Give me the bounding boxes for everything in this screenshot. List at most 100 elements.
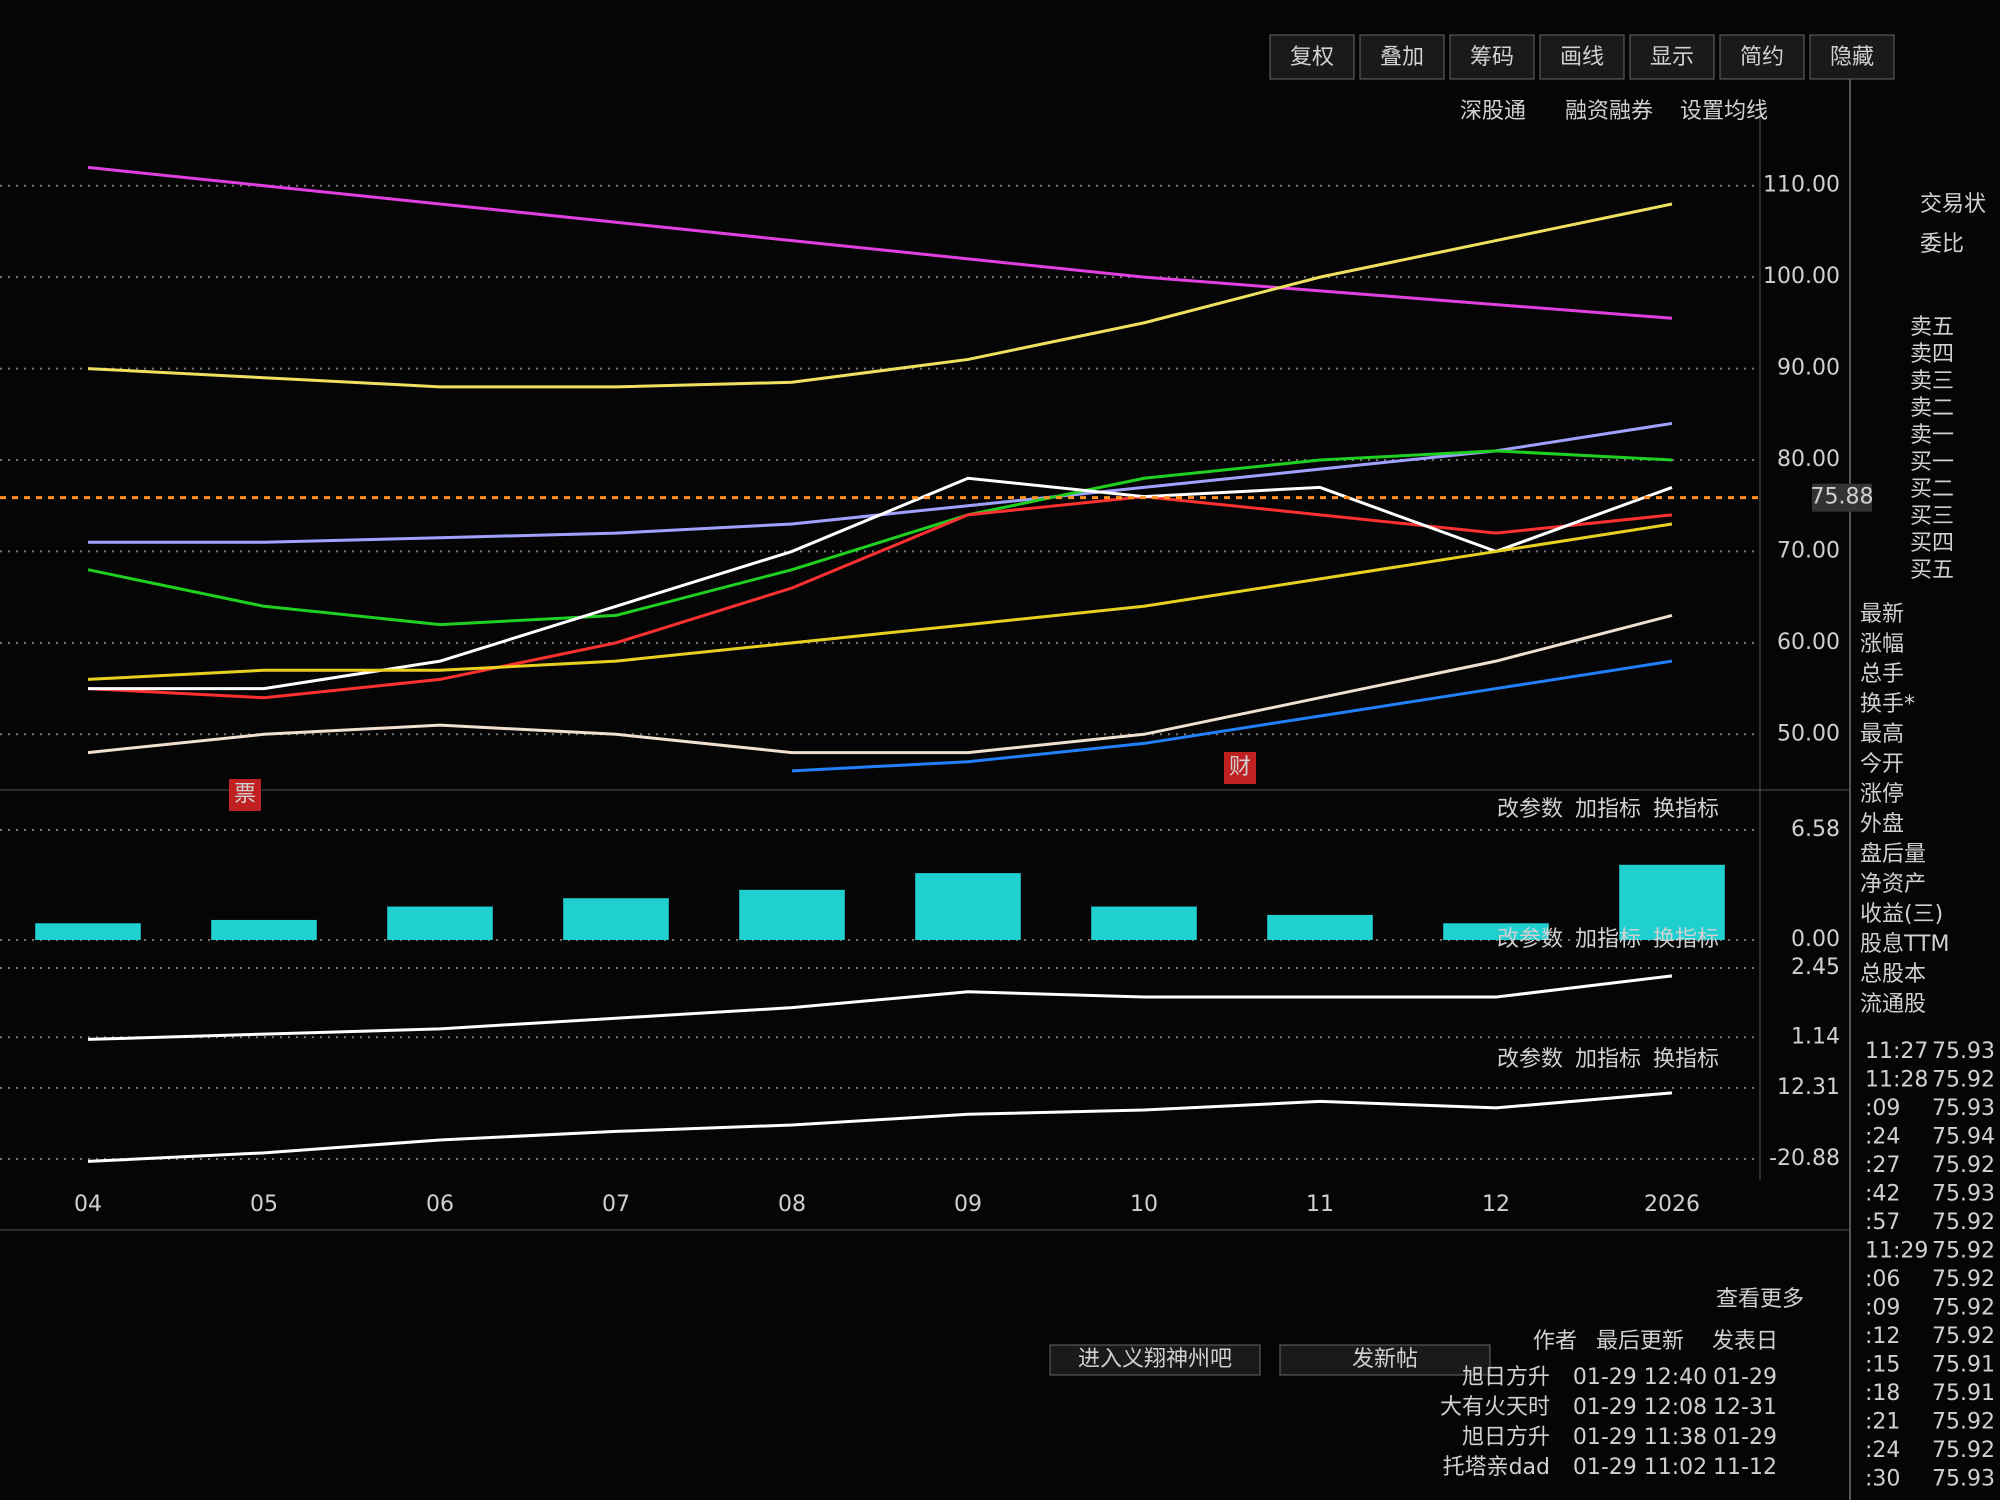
y-tick-label: 70.00: [1777, 538, 1840, 563]
ma-line: [87, 202, 1673, 389]
trade-price: 75.92: [1932, 1267, 1995, 1292]
forum-cell[interactable]: 旭日方升: [1462, 1365, 1550, 1390]
stat-label: 涨幅: [1860, 632, 1904, 657]
toolbar-label: 简约: [1740, 45, 1784, 70]
toolbar-button[interactable]: [1539, 34, 1625, 80]
indicator-button[interactable]: 改参数: [1497, 1047, 1563, 1072]
stat-label: 今开: [1860, 752, 1904, 777]
forum-cell[interactable]: 托塔亲dad: [1443, 1455, 1550, 1480]
x-tick-label: 10: [1130, 1192, 1158, 1217]
trade-price: 75.92: [1932, 1210, 1995, 1235]
indicator-line: [87, 1091, 1673, 1163]
order-level: 买一: [1910, 450, 1954, 475]
y-tick-label: -20.88: [1769, 1146, 1840, 1171]
toolbar-button[interactable]: [1719, 34, 1805, 80]
order-level: 买四: [1910, 531, 1954, 556]
bar: [563, 898, 669, 940]
indicator-line: [87, 974, 1673, 1041]
trade-time: :12: [1865, 1324, 1900, 1349]
forum-header: 最后更新: [1596, 1329, 1684, 1354]
trade-time: 11:29: [1865, 1239, 1928, 1264]
event-badge: [229, 779, 261, 811]
quote-header: 委比: [1920, 232, 1964, 257]
toolbar-button[interactable]: [1449, 34, 1535, 80]
bar: [211, 919, 317, 940]
trade-price: 75.92: [1932, 1068, 1995, 1093]
indicator-button[interactable]: 换指标: [1653, 797, 1719, 822]
trade-price: 75.92: [1932, 1324, 1995, 1349]
toolbar-label: 筹码: [1470, 45, 1514, 70]
indicator-button[interactable]: 改参数: [1497, 927, 1563, 952]
ma-line: [791, 659, 1673, 773]
order-level: 卖五: [1910, 315, 1954, 340]
forum-cell: 01-29 12:08: [1573, 1395, 1707, 1420]
forum-button-label: 进入义翔神州吧: [1078, 1347, 1232, 1372]
trade-time: :57: [1865, 1210, 1900, 1235]
order-level: 卖三: [1910, 369, 1954, 394]
forum-cell[interactable]: 大有火天时: [1440, 1395, 1550, 1420]
ma-line: [88, 476, 1673, 691]
indicator-button[interactable]: 加指标: [1575, 797, 1641, 822]
y-tick-label: 110.00: [1763, 173, 1840, 198]
forum-header: 发表日: [1712, 1329, 1778, 1354]
bar: [35, 923, 141, 940]
trade-price: 75.91: [1932, 1381, 1995, 1406]
indicator-button[interactable]: 改参数: [1497, 797, 1563, 822]
more-link[interactable]: 查看更多: [1716, 1287, 1804, 1312]
ma-line: [87, 522, 1673, 681]
y-tick-label: 12.31: [1777, 1075, 1840, 1100]
toolbar-button[interactable]: [1809, 34, 1895, 80]
stat-label: 流通股: [1860, 992, 1926, 1017]
stat-label: 总手: [1860, 662, 1904, 687]
trade-time: :30: [1865, 1467, 1900, 1492]
bar: [1267, 914, 1373, 940]
trade-price: 75.93: [1932, 1096, 1995, 1121]
trade-time: :21: [1865, 1410, 1900, 1435]
toolbar-label: 叠加: [1380, 45, 1424, 70]
indicator-button[interactable]: 换指标: [1653, 927, 1719, 952]
stat-label: 净资产: [1860, 872, 1926, 897]
trade-time: :06: [1865, 1267, 1900, 1292]
forum-cell[interactable]: 旭日方升: [1462, 1425, 1550, 1450]
bar: [915, 873, 1021, 940]
trade-price: 75.92: [1932, 1410, 1995, 1435]
trade-time: :24: [1865, 1125, 1900, 1150]
y-tick-label: 0.00: [1791, 927, 1840, 952]
x-tick-label: 05: [250, 1192, 278, 1217]
y-tick-label: 1.14: [1791, 1024, 1840, 1049]
y-tick-label: 100.00: [1763, 264, 1840, 289]
y-tick-label: 6.58: [1791, 817, 1840, 842]
y-tick-label: 60.00: [1777, 630, 1840, 655]
toolbar-button[interactable]: [1629, 34, 1715, 80]
toolbar-button[interactable]: [1269, 34, 1355, 80]
order-level: 买二: [1910, 477, 1954, 502]
order-level: 卖一: [1910, 423, 1954, 448]
trade-price: 75.93: [1932, 1182, 1995, 1207]
trade-time: :27: [1865, 1153, 1900, 1178]
trade-price: 75.92: [1932, 1153, 1995, 1178]
last-price-box: [1812, 483, 1872, 512]
indicator-button[interactable]: 加指标: [1575, 927, 1641, 952]
indicator-button[interactable]: 换指标: [1653, 1047, 1719, 1072]
stat-label: 盘后量: [1860, 842, 1926, 867]
toolbar-button[interactable]: [1359, 34, 1445, 80]
x-tick-label: 2026: [1644, 1192, 1700, 1217]
trade-time: 11:28: [1865, 1068, 1928, 1093]
forum-cell: 12-31: [1713, 1395, 1777, 1420]
toolbar-label: 隐藏: [1830, 45, 1874, 70]
forum-button[interactable]: [1049, 1344, 1261, 1376]
x-tick-label: 04: [74, 1192, 102, 1217]
indicator-button[interactable]: 加指标: [1575, 1047, 1641, 1072]
trade-price: 75.93: [1932, 1467, 1995, 1492]
stat-label: 换手*: [1860, 692, 1915, 717]
order-level: 卖二: [1910, 396, 1954, 421]
forum-button[interactable]: [1279, 1344, 1491, 1376]
trade-price: 75.92: [1932, 1438, 1995, 1463]
stat-label: 股息TTM: [1860, 932, 1949, 957]
forum-cell: 01-29 11:02: [1573, 1455, 1707, 1480]
stat-label: 外盘: [1860, 812, 1904, 837]
stat-label: 最高: [1860, 722, 1904, 747]
trade-time: :24: [1865, 1438, 1900, 1463]
bar: [1619, 864, 1725, 940]
